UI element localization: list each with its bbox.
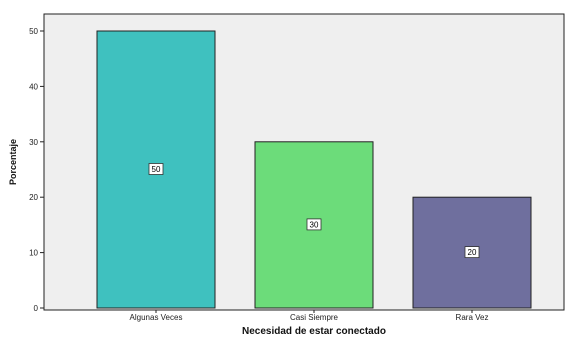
bars: 50 30 20: [96, 30, 532, 309]
data-label-box: [464, 246, 480, 259]
y-tick-label: 0: [34, 304, 39, 313]
y-tick-label: 50: [29, 27, 38, 36]
data-label: 30: [310, 220, 319, 229]
x-tick-label: Algunas Veces: [130, 313, 183, 322]
x-tick-label: Casi Siempre: [290, 313, 339, 322]
y-tick-label: 40: [29, 82, 38, 91]
y-axis-ticks: 0 10 20 30 40 50: [29, 27, 44, 313]
data-label: 20: [468, 248, 477, 257]
y-tick-label: 10: [29, 249, 38, 258]
y-axis-title: Porcentaje: [8, 139, 18, 185]
x-axis-title: Necesidad de estar conectado: [242, 326, 386, 337]
data-label: 50: [152, 165, 161, 174]
data-label-box: [148, 163, 164, 175]
x-axis-tick-labels: Algunas Veces Casi Siempre Rara Vez: [130, 310, 489, 322]
x-tick-label: Rara Vez: [456, 313, 489, 322]
data-label-box: [306, 218, 322, 231]
y-tick-label: 20: [29, 193, 38, 202]
y-tick-label: 30: [29, 138, 38, 147]
